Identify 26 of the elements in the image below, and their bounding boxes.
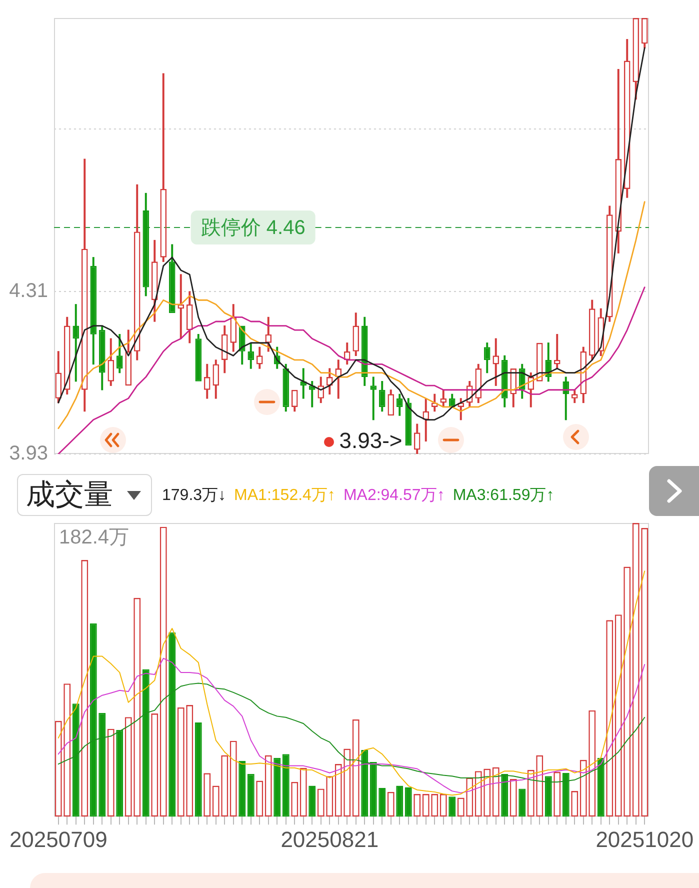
text: 179.3万↓ <box>162 486 226 506</box>
annotation: 3.93-> <box>339 428 402 454</box>
candlestick <box>300 368 307 399</box>
x-tick-label: 20250709 <box>9 826 108 852</box>
candlestick <box>396 394 403 416</box>
ref-line-label: 跌停价 4.46 <box>200 216 306 239</box>
y-tick-label: 4.31 <box>9 280 48 302</box>
candlestick <box>501 355 508 408</box>
text: MA1:152.4万↑ <box>234 486 336 506</box>
candlestick <box>361 316 368 386</box>
chart-title: 成交量 <box>26 478 113 513</box>
candlestick <box>195 334 202 382</box>
candlestick <box>448 394 456 407</box>
annotation: 182.4万 <box>59 526 130 549</box>
dropdown: 成交量 <box>17 474 152 516</box>
candlestick <box>142 192 150 296</box>
candlestick <box>90 257 97 365</box>
candlestick <box>484 342 490 374</box>
text: MA3:61.59万↑ <box>452 486 554 506</box>
y-tick-label: 3.93 <box>9 442 48 465</box>
candlestick <box>405 398 412 446</box>
x-tick-label: 20250821 <box>280 826 379 852</box>
text: MA2:94.57万↑ <box>343 486 445 506</box>
candlestick <box>72 304 80 382</box>
x-tick-label: 20251020 <box>596 826 694 852</box>
candlestick <box>378 381 386 412</box>
